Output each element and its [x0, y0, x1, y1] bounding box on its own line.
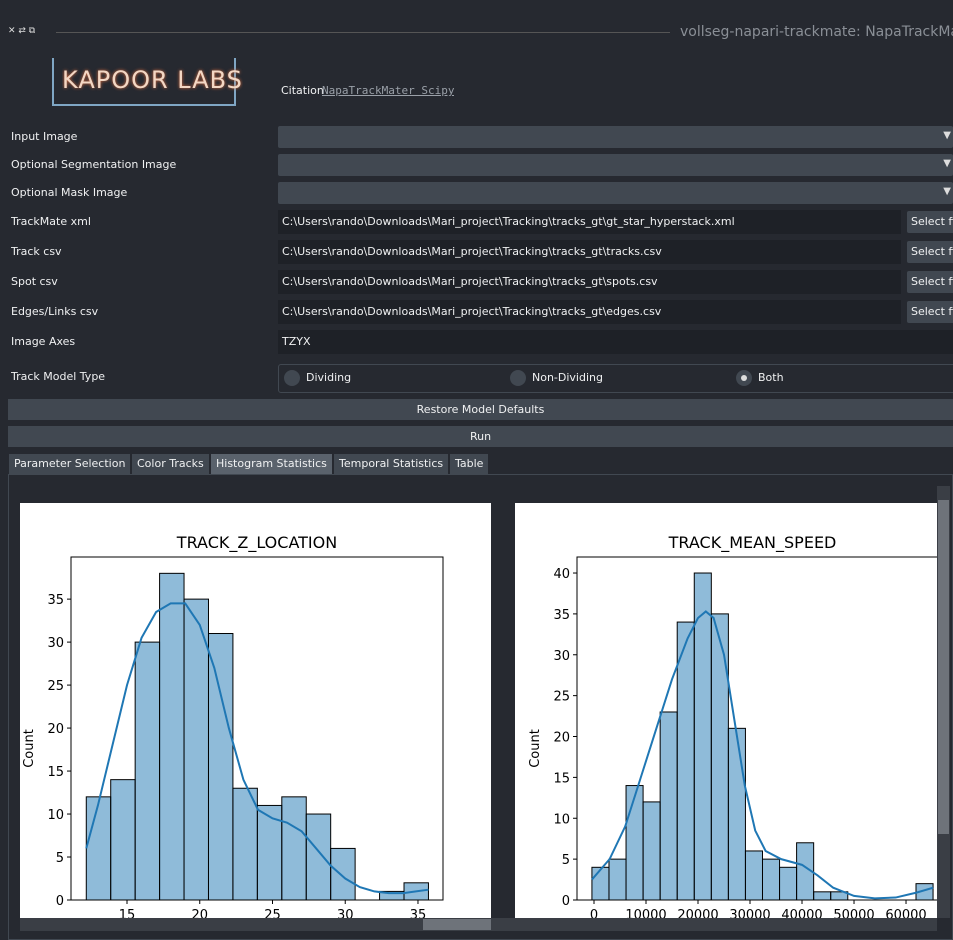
y-axis-label: Count [22, 729, 37, 768]
y-tick-label: 35 [553, 608, 570, 623]
histogram-bar [814, 892, 831, 900]
y-tick-label: 15 [47, 765, 64, 780]
y-tick-label: 35 [47, 593, 64, 608]
y-tick-label: 25 [47, 679, 64, 694]
histogram-bar [762, 859, 779, 900]
histogram-bar [728, 728, 745, 900]
histogram-bar [643, 802, 660, 900]
histogram-bar [626, 786, 643, 900]
histogram-bar [780, 867, 797, 900]
histogram-bar [208, 634, 232, 900]
v-scroll-thumb[interactable] [938, 500, 949, 834]
y-axis-label: Count [528, 729, 543, 768]
y-tick-label: 15 [553, 771, 570, 786]
y-tick-label: 10 [47, 808, 64, 823]
y-tick-label: 5 [562, 853, 570, 868]
y-tick-label: 20 [47, 722, 64, 737]
y-tick-label: 20 [553, 731, 570, 746]
histogram-bar [609, 859, 626, 900]
histogram-bar [233, 788, 257, 900]
histogram-bar [711, 614, 728, 900]
histogram-bar [592, 867, 609, 900]
chart-title: TRACK_MEAN_SPEED [668, 533, 837, 553]
chart-title: TRACK_Z_LOCATION [176, 533, 337, 553]
y-tick-label: 5 [56, 851, 64, 866]
histogram-bar [135, 642, 159, 900]
y-tick-label: 10 [553, 812, 570, 827]
y-tick-label: 30 [553, 649, 570, 664]
y-tick-label: 0 [56, 894, 64, 909]
y-tick-label: 25 [553, 690, 570, 705]
histogram-bar [331, 848, 355, 900]
y-tick-label: 30 [47, 636, 64, 651]
histogram-bar [306, 814, 330, 900]
y-tick-label: 0 [562, 894, 570, 909]
histogram-bar [86, 797, 110, 900]
histogram-bar [282, 797, 306, 900]
y-tick-label: 40 [553, 567, 570, 582]
h-scroll-thumb[interactable] [423, 919, 491, 930]
histogram-bar [184, 599, 208, 900]
histogram-bar [677, 622, 694, 900]
histogram-bar [660, 712, 677, 900]
histogram-bar [160, 573, 184, 900]
histogram-bar [745, 851, 762, 900]
histogram-bar [111, 780, 135, 900]
